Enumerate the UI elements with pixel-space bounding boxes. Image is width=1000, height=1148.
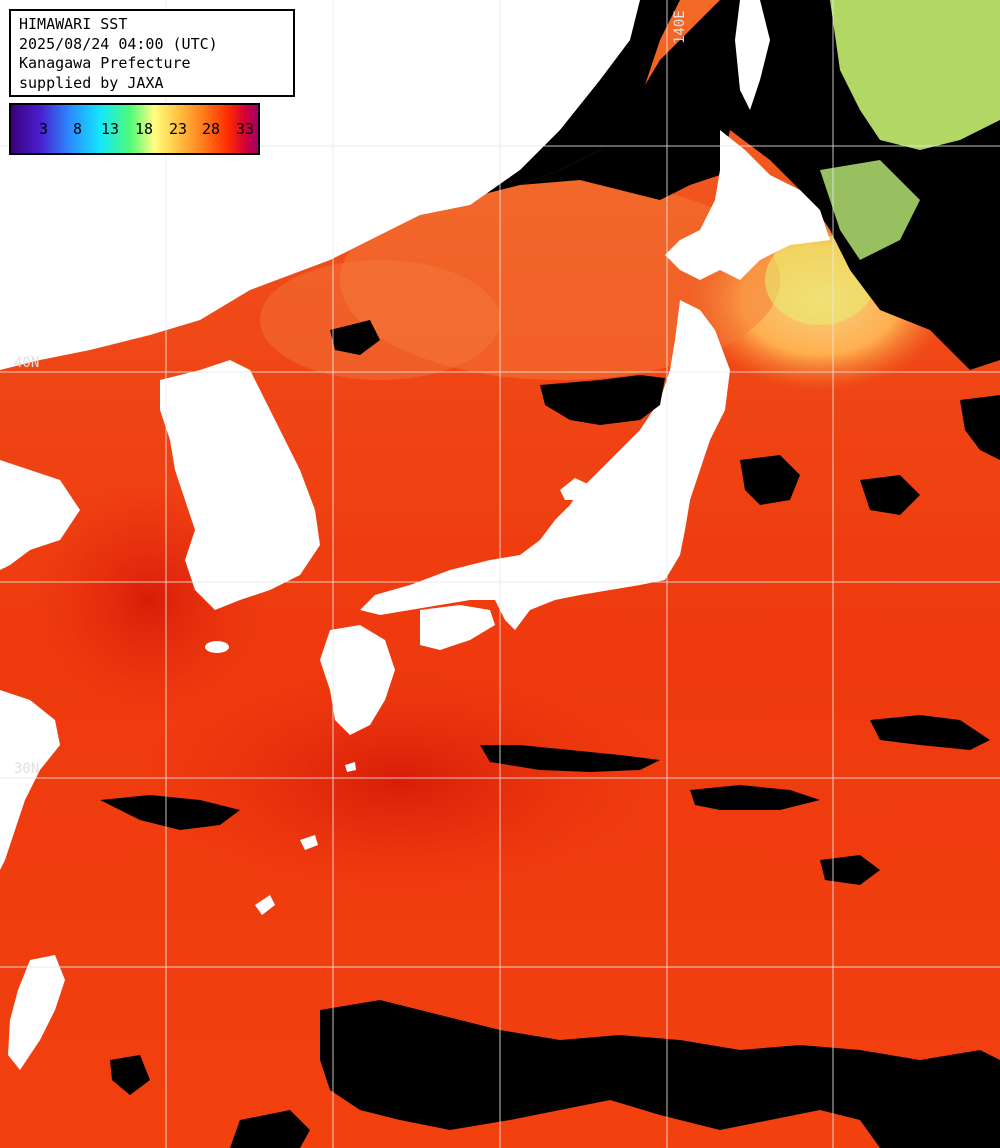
cloud-mask [110,1055,150,1095]
grid-label-30n: 30N [14,761,39,777]
cloud-mask [860,475,920,515]
island [205,641,229,653]
land-ryukyu [255,895,275,915]
observation-timestamp: 2025/08/24 04:00 (UTC) [19,34,218,53]
map-title-box: HIMAWARI SST 2025/08/24 04:00 (UTC) Kana… [9,9,295,97]
land-ryukyu [345,762,356,772]
cloud-mask [230,1110,310,1148]
data-supplier: supplied by JAXA [19,73,164,92]
cold-water-green [820,160,920,260]
legend-tick: 18 [135,120,154,138]
cloud-mask [960,395,1000,460]
legend-tick: 8 [73,120,83,138]
cool-water-region [340,180,780,380]
cloud-mask [100,795,240,830]
land-china [0,690,60,870]
land-kyushu [320,625,395,735]
cloud-mask [870,715,990,750]
warm-water-region [140,660,660,900]
land-hokkaido [665,130,830,280]
land-korea [160,360,320,610]
cold-water-green [830,0,1000,150]
land-ryukyu [300,835,318,850]
cloud-mask [820,855,880,885]
land-area [735,0,770,110]
region-name: Kanagawa Prefecture [19,54,191,72]
land-shikoku [420,605,495,650]
cloud-mask [320,1000,1000,1148]
land-taiwan [8,955,65,1070]
land-noto [560,478,590,500]
legend-tick: 13 [101,120,120,138]
cloud-mask [480,745,660,772]
grid-label-140e: 140E [672,10,688,44]
land-china [0,460,80,570]
cool-water-region [260,260,500,380]
temperature-color-legend: 3 8 13 18 23 28 33 [9,103,260,155]
cloud-mask [740,455,800,505]
island [396,120,424,160]
cloud-mask [690,785,820,810]
land-honshu [360,300,730,630]
legend-tick: 3 [39,120,49,138]
legend-tick: 33 [236,120,255,138]
cloud-mask [330,320,380,355]
grid-label-40n: 40N [14,355,39,371]
legend-tick: 28 [202,120,221,138]
product-title: HIMAWARI SST [19,15,128,33]
cloud-mask [540,375,665,425]
legend-tick: 23 [169,120,188,138]
